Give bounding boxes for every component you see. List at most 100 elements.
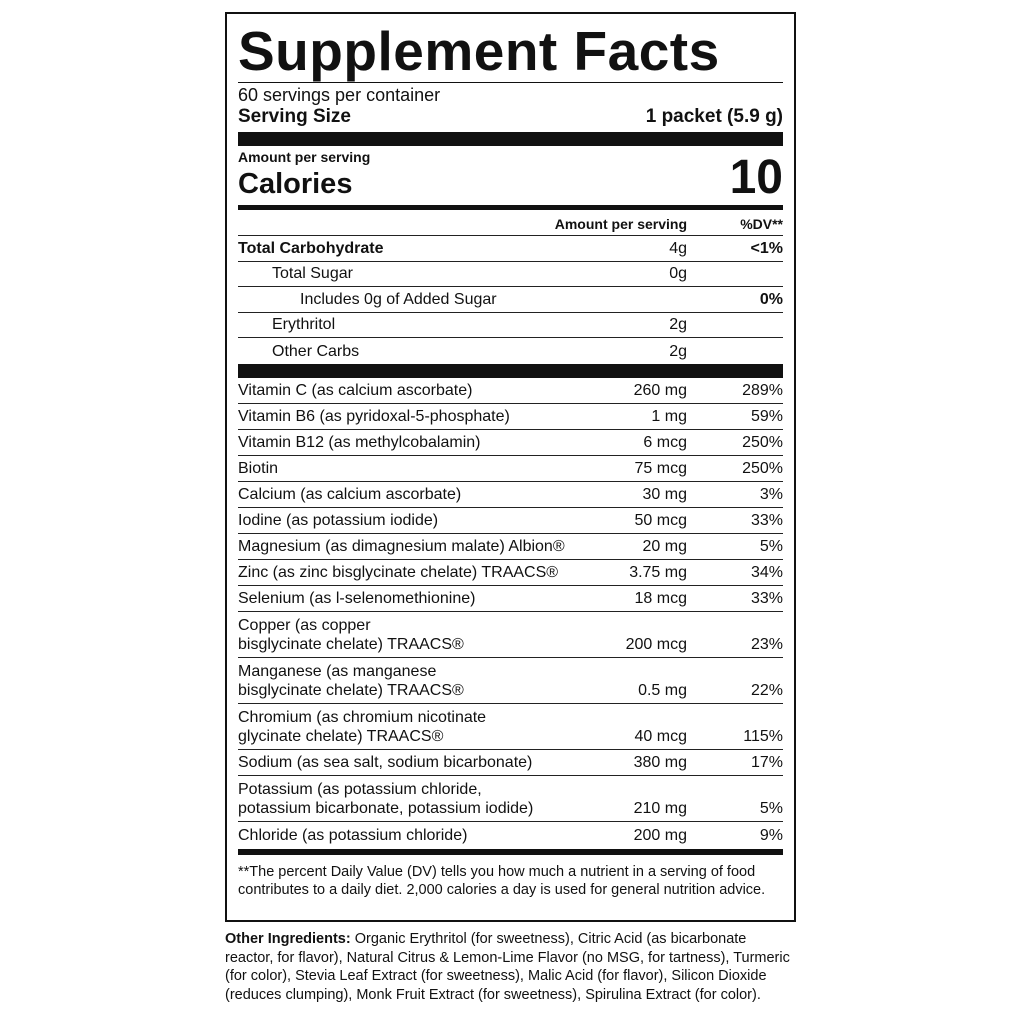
nutrient-dv: 5% — [759, 537, 783, 555]
nutrient-amount: 4g — [669, 239, 687, 257]
nutrient-table: Vitamin C (as calcium ascorbate) 260 mg 28… — [238, 378, 783, 848]
nutrient-amount: 200 mcg — [625, 635, 687, 653]
carbohydrate-section: Total Carbohydrate 4g <1% Total Sugar 0g Incl… — [238, 236, 783, 364]
nutrient-name-line: Potassium (as potassium chloride, — [238, 780, 482, 798]
nutrient-amount: 0.5 mg — [638, 681, 687, 699]
table-row: Magnesium (as dimagnesium malate) Albion… — [238, 534, 783, 560]
table-row: Erythritol 2g — [238, 313, 783, 338]
amount-per-serving-label: Amount per serving — [238, 149, 371, 165]
nutrient-name: Includes 0g of Added Sugar — [300, 290, 497, 308]
nutrient-dv: 115% — [743, 727, 783, 745]
calories-label: Calories — [238, 168, 353, 200]
table-row: Copper (as copper bisglycinate chelate) T… — [238, 612, 783, 658]
serving-size-label: Serving Size — [238, 106, 351, 127]
nutrient-name: Total Sugar — [272, 265, 353, 282]
table-row: Iodine (as potassium iodide) 50 mcg 33% — [238, 508, 783, 534]
nutrient-name-line: Chromium (as chromium nicotinate — [238, 708, 487, 726]
nutrient-name: Chloride (as potassium chloride) — [238, 826, 591, 848]
nutrient-dv: 23% — [750, 635, 783, 653]
nutrient-name: Chromium (as chromium nicotinate glycinat… — [238, 708, 591, 749]
nutrient-dv: 33% — [750, 589, 783, 607]
nutrient-amount: 2g — [669, 316, 687, 333]
nutrient-dv: 3% — [759, 485, 783, 503]
nutrient-name: Potassium (as potassium chloride, potassi… — [238, 780, 591, 821]
divider — [238, 363, 783, 378]
header-spacer — [238, 232, 487, 235]
nutrient-dv — [687, 334, 783, 337]
nutrient-name-line: bisglycinate chelate) TRAACS® — [238, 635, 464, 653]
divider — [238, 205, 783, 210]
nutrient-dv: 34% — [750, 563, 783, 581]
nutrient-name: Selenium (as l-selenomethionine) — [238, 589, 591, 611]
nutrient-name: Sodium (as sea salt, sodium bicarbonate) — [238, 753, 591, 775]
nutrient-name-line: Vitamin B6 (as pyridoxal-5-phosphate) — [238, 407, 510, 425]
nutrient-amount: 200 mg — [633, 826, 687, 844]
nutrient-dv: <1% — [750, 239, 783, 257]
nutrient-name: Erythritol — [272, 316, 336, 333]
nutrient-name-line: Copper (as copper — [238, 616, 371, 634]
nutrient-name-line: Sodium (as sea salt, sodium bicarbonate) — [238, 753, 533, 771]
table-row: Potassium (as potassium chloride, potassi… — [238, 776, 783, 822]
table-row: Includes 0g of Added Sugar 0% — [238, 287, 783, 313]
nutrient-amount: 380 mg — [633, 753, 687, 771]
nutrient-name-line: bisglycinate chelate) TRAACS® — [238, 681, 464, 699]
nutrient-name: Calcium (as calcium ascorbate) — [238, 485, 591, 507]
nutrient-amount: 18 mcg — [634, 589, 687, 607]
calories-value: 10 — [729, 151, 783, 204]
nutrient-amount: 0g — [669, 265, 687, 282]
table-row: Total Sugar 0g — [238, 262, 783, 287]
table-row: Selenium (as l-selenomethionine) 18 mcg 33… — [238, 586, 783, 612]
nutrient-name: Other Carbs — [272, 342, 360, 360]
nutrient-name: Vitamin B6 (as pyridoxal-5-phosphate) — [238, 407, 591, 429]
nutrient-name: Copper (as copper bisglycinate chelate) T… — [238, 616, 591, 657]
nutrient-dv: 250% — [742, 459, 783, 477]
nutrient-amount: 30 mg — [642, 485, 687, 503]
table-row: Manganese (as manganese bisglycinate chel… — [238, 658, 783, 704]
nutrient-dv — [687, 361, 783, 364]
nutrient-name: Magnesium (as dimagnesium malate) Albion… — [238, 537, 591, 559]
table-row: Chromium (as chromium nicotinate glycinat… — [238, 704, 783, 750]
table-row: Calcium (as calcium ascorbate) 30 mg 3% — [238, 482, 783, 508]
nutrient-amount: 75 mcg — [634, 459, 687, 477]
nutrient-name: Vitamin C (as calcium ascorbate) — [238, 381, 591, 403]
nutrient-amount: 20 mg — [642, 537, 687, 555]
table-row: Vitamin B12 (as methylcobalamin) 6 mcg 250… — [238, 430, 783, 456]
nutrient-name-line: Biotin — [238, 459, 279, 477]
nutrient-dv: 17% — [750, 753, 783, 771]
nutrient-name-line: Magnesium (as dimagnesium malate) Albion… — [238, 537, 565, 555]
serving-size: Serving Size 1 packet (5.9 g) — [238, 105, 783, 129]
table-row: Chloride (as potassium chloride) 200 mg 9% — [238, 822, 783, 848]
nutrient-dv: 59% — [750, 407, 783, 425]
nutrient-dv: 5% — [759, 799, 783, 817]
nutrient-dv: 9% — [759, 826, 783, 844]
table-row: Zinc (as zinc bisglycinate chelate) TRAA… — [238, 560, 783, 586]
serving-size-value: 1 packet (5.9 g) — [645, 106, 783, 127]
table-header: Amount per serving %DV** — [238, 210, 783, 236]
nutrient-amount: 6 mcg — [643, 433, 687, 451]
table-row: Sodium (as sea salt, sodium bicarbonate)… — [238, 750, 783, 776]
nutrient-name-line: Zinc (as zinc bisglycinate chelate) TRAA… — [238, 563, 559, 581]
table-row: Vitamin C (as calcium ascorbate) 260 mg 28… — [238, 378, 783, 404]
nutrient-amount: 210 mg — [633, 799, 687, 817]
nutrient-dv: 250% — [742, 433, 783, 451]
nutrient-name: Biotin — [238, 459, 591, 481]
dv-footnote: **The percent Daily Value (DV) tells you… — [238, 863, 766, 898]
table-row: Other Carbs 2g — [238, 338, 783, 364]
divider — [238, 848, 783, 855]
nutrient-name-line: Vitamin B12 (as methylcobalamin) — [238, 433, 481, 451]
nutrient-amount: 50 mcg — [634, 511, 687, 529]
nutrient-name-line: potassium bicarbonate, potassium iodide) — [238, 799, 534, 817]
nutrient-amount — [591, 309, 687, 312]
nutrient-amount: 260 mg — [633, 381, 687, 399]
nutrient-name-line: Iodine (as potassium iodide) — [238, 511, 439, 529]
divider — [238, 132, 783, 146]
nutrient-amount: 1 mg — [651, 407, 687, 425]
other-ingredients-text: Organic Erythritol (for sweetness), Citr… — [225, 931, 790, 1003]
nutrient-name: Iodine (as potassium iodide) — [238, 511, 591, 533]
nutrient-name-line: Vitamin C (as calcium ascorbate) — [238, 381, 473, 399]
calories-row: Calories 10 — [238, 154, 783, 202]
panel-title: Supplement Facts — [238, 20, 720, 82]
nutrient-name: Zinc (as zinc bisglycinate chelate) TRAA… — [238, 563, 591, 585]
nutrient-name: Total Carbohydrate — [238, 239, 384, 257]
table-row: Total Carbohydrate 4g <1% — [238, 236, 783, 262]
